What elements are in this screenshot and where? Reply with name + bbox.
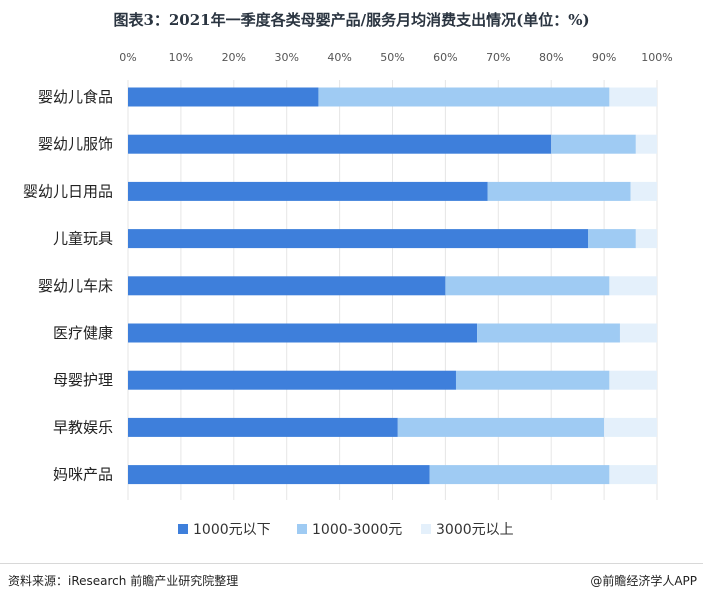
chart-title: 图表3：2021年一季度各类母婴产品/服务月均消费支出情况(单位：%) (113, 11, 590, 29)
bar-segment (128, 276, 446, 296)
brand-credit: @前瞻经济学人APP (590, 574, 697, 588)
legend-swatch (297, 524, 307, 534)
bar-segment (397, 417, 605, 437)
legend-swatch (178, 524, 188, 534)
category-label: 早教娱乐 (53, 418, 113, 436)
x-axis-ticks: 0% 10% 20% 30% 40% 50% 60% 70% 80% 90% 100% (119, 51, 672, 64)
bar-segment (318, 87, 610, 107)
bar-segment (128, 181, 488, 201)
bar-segment (630, 181, 657, 201)
bar-segment (455, 370, 610, 390)
category-label: 婴幼儿食品 (38, 88, 113, 106)
x-tick-label: 90% (592, 51, 616, 64)
bar-segment (609, 465, 657, 485)
bar-segment (588, 229, 636, 249)
category-label: 母婴护理 (53, 371, 113, 389)
x-tick-label: 50% (380, 51, 404, 64)
bar-segment (429, 465, 610, 485)
legend-label: 1000-3000元 (312, 522, 402, 538)
category-label: 医疗健康 (53, 324, 113, 342)
bar-segment (128, 417, 398, 437)
bar-segment (551, 134, 636, 154)
category-label: 儿童玩具 (53, 230, 113, 248)
footer-divider (0, 563, 703, 564)
bar-segment (609, 370, 657, 390)
x-tick-label: 80% (539, 51, 563, 64)
bar-segment (604, 417, 657, 437)
bar-segment (128, 229, 589, 249)
bar-segment (128, 323, 478, 343)
bar-segment (619, 323, 657, 343)
source-note: 资料来源：iResearch 前瞻产业研究院整理 (8, 574, 239, 588)
bar-segment (128, 134, 552, 154)
bar-segment (635, 134, 657, 154)
bar-segment (128, 370, 456, 390)
bar-segment (128, 465, 430, 485)
legend: 1000元以下 1000-3000元 3000元以上 (178, 522, 514, 538)
x-tick-label: 20% (222, 51, 246, 64)
bar-segment (445, 276, 610, 296)
category-label: 妈咪产品 (53, 466, 113, 484)
legend-label: 3000元以上 (436, 522, 514, 538)
stacked-bar-chart: 0% 10% 20% 30% 40% 50% 60% 70% 80% 90% 100% 婴幼儿食品婴… (23, 51, 673, 538)
x-tick-label: 30% (274, 51, 298, 64)
bar-segment (128, 87, 319, 107)
x-tick-label: 10% (169, 51, 193, 64)
bar-segment (487, 181, 631, 201)
bar-segment (635, 229, 657, 249)
category-label: 婴幼儿日用品 (23, 182, 113, 200)
x-tick-label: 40% (327, 51, 351, 64)
bar-segment (609, 276, 657, 296)
x-tick-label: 70% (486, 51, 510, 64)
x-tick-label: 60% (433, 51, 457, 64)
bar-segment (477, 323, 620, 343)
x-tick-label: 100% (641, 51, 672, 64)
bars (128, 87, 657, 485)
legend-label: 1000元以下 (193, 522, 271, 538)
legend-swatch (421, 524, 431, 534)
bar-segment (609, 87, 657, 107)
category-label: 婴幼儿服饰 (38, 135, 113, 153)
category-labels: 婴幼儿食品婴幼儿服饰婴幼儿日用品儿童玩具婴幼儿车床医疗健康母婴护理早教娱乐妈咪产… (23, 88, 113, 484)
x-tick-label: 0% (119, 51, 136, 64)
category-label: 婴幼儿车床 (38, 277, 113, 295)
